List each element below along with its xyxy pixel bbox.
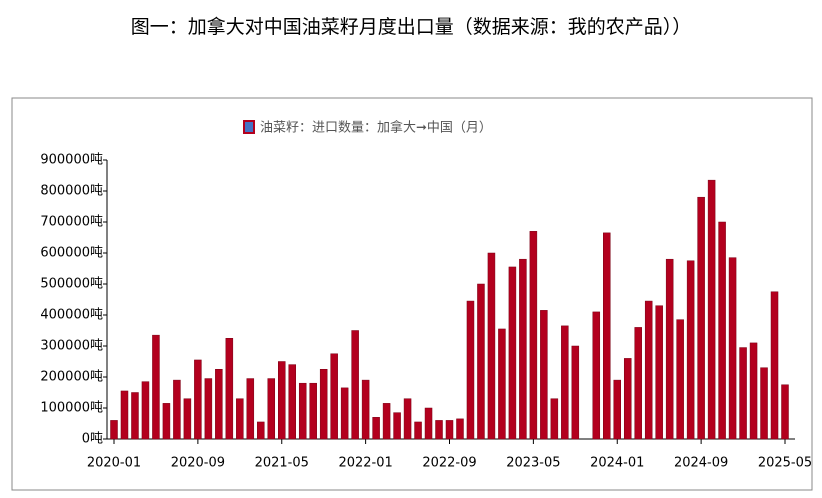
bar (152, 334, 160, 440)
bar (697, 196, 705, 440)
x-tick-label: 2020-01 (87, 456, 141, 471)
bar (414, 421, 422, 440)
bar (561, 325, 569, 440)
bar (236, 398, 244, 440)
bar (424, 407, 433, 440)
bar (246, 378, 255, 440)
bar (403, 398, 412, 440)
bar (739, 347, 747, 440)
bar (477, 283, 485, 440)
y-tick-label: 800000吨 (40, 184, 103, 199)
bar (173, 379, 181, 440)
legend-label: 油菜籽：进口数量：加拿大➞中国（月） (260, 120, 492, 136)
x-tick-label: 2024-09 (674, 456, 728, 471)
bar (141, 381, 150, 440)
bar (529, 231, 538, 440)
bar (278, 361, 286, 440)
bar (204, 378, 213, 440)
bar (309, 382, 317, 440)
y-tick-label: 600000吨 (40, 246, 103, 261)
bar (131, 392, 139, 440)
bar (215, 369, 223, 440)
y-tick-label: 300000吨 (40, 339, 103, 354)
bar (330, 353, 338, 440)
bar (298, 382, 307, 440)
bar (655, 305, 663, 440)
x-tick-label: 2022-09 (422, 456, 476, 471)
bar (634, 327, 642, 440)
bar (498, 328, 506, 440)
bar (770, 291, 779, 440)
bar (540, 310, 548, 440)
bar (225, 338, 234, 440)
bar (466, 300, 475, 440)
bar (665, 258, 674, 440)
bar (487, 252, 496, 440)
bar (781, 384, 789, 440)
bar (519, 258, 527, 440)
bar (707, 179, 716, 440)
bar (760, 367, 768, 440)
bar (351, 330, 359, 440)
y-tick-label: 200000吨 (40, 370, 103, 385)
bar (718, 221, 726, 440)
y-tick-label: 400000吨 (40, 308, 103, 323)
bar (162, 403, 171, 440)
bar (749, 342, 758, 440)
bar (592, 311, 601, 440)
bar (435, 420, 443, 440)
bar (110, 420, 118, 440)
x-tick-label: 2021-05 (255, 456, 309, 471)
y-tick-label: 500000吨 (40, 277, 103, 292)
y-tick-label: 900000吨 (40, 153, 103, 168)
bar (267, 378, 276, 440)
bar (257, 421, 265, 440)
x-tick-label: 2023-05 (506, 456, 560, 471)
x-tick-label: 2020-09 (171, 456, 225, 471)
legend-swatch (243, 120, 255, 134)
bar (288, 364, 296, 440)
bar (686, 260, 695, 440)
bar (393, 412, 401, 440)
x-tick-label: 2022-01 (338, 456, 392, 471)
bar (508, 266, 517, 440)
bar (445, 420, 454, 440)
bar (613, 379, 621, 440)
bar (571, 345, 580, 440)
bar (194, 359, 202, 440)
x-tick-label: 2024-01 (590, 456, 644, 471)
y-tick-label: 100000吨 (40, 401, 103, 416)
x-tick-label: 2025-05 (758, 456, 812, 471)
chart-title: 图一：加拿大对中国油菜籽月度出口量（数据来源：我的农产品）） (131, 15, 692, 38)
y-tick-label: 700000吨 (40, 215, 103, 230)
bar (644, 300, 653, 440)
bar (603, 232, 611, 440)
bar (183, 398, 192, 440)
bar (319, 369, 328, 440)
chart-frame (11, 97, 813, 491)
bar (361, 379, 370, 440)
bar (120, 390, 129, 440)
bar (340, 387, 349, 440)
bar (550, 398, 559, 440)
bar (728, 257, 737, 440)
bar (623, 358, 632, 440)
y-tick-label: 0吨 (82, 432, 103, 447)
bar (372, 417, 380, 440)
bar (676, 319, 684, 440)
bar (382, 403, 391, 440)
bar (456, 418, 464, 440)
